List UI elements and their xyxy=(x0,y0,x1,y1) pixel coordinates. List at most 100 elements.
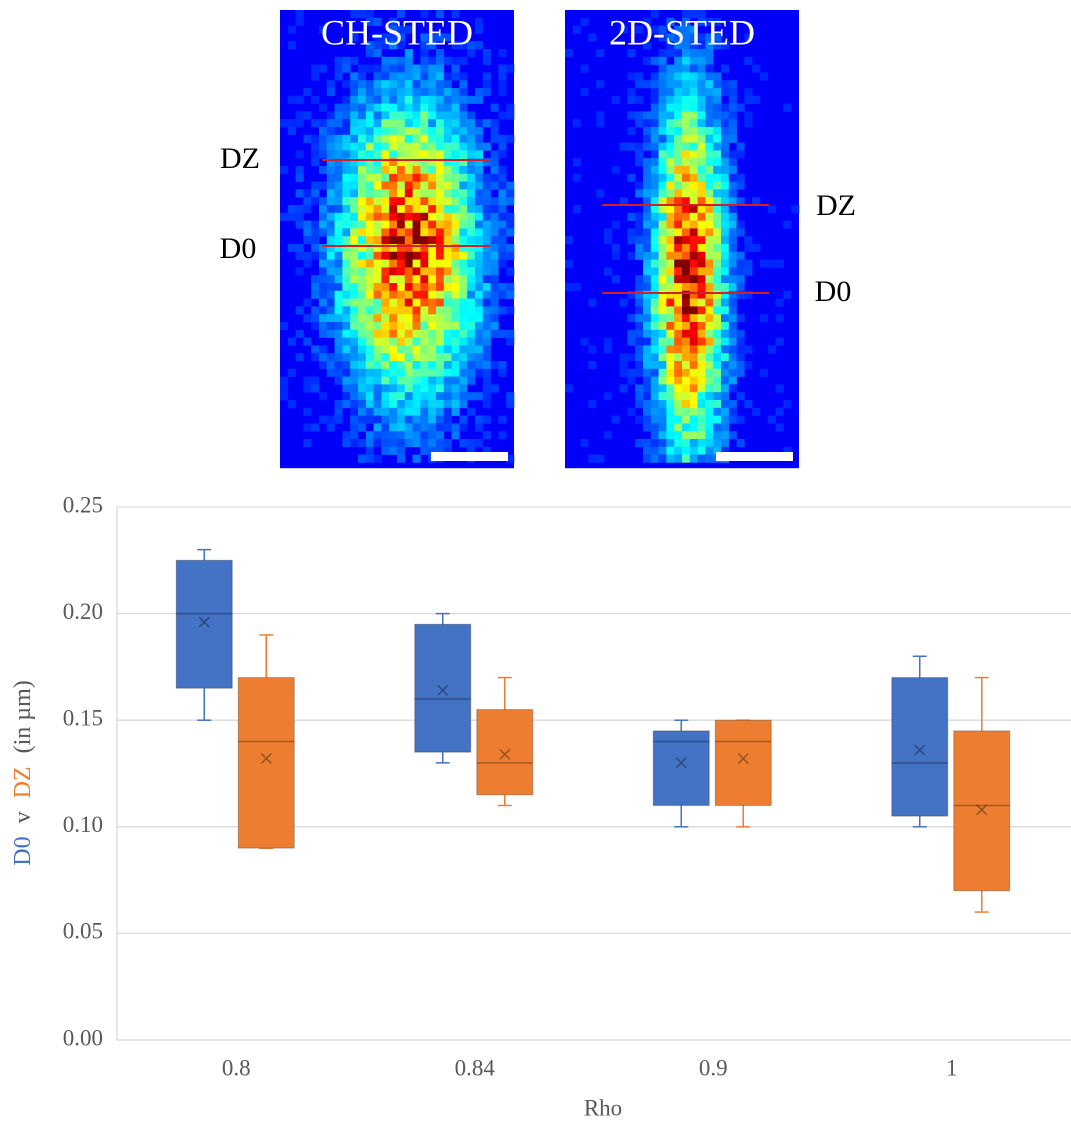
pixel xyxy=(721,119,730,128)
pixel xyxy=(389,181,398,190)
pixel xyxy=(475,166,484,175)
pixel xyxy=(705,95,714,104)
pixel xyxy=(420,423,429,432)
pixel xyxy=(658,127,667,136)
pixel xyxy=(467,376,476,385)
pixel xyxy=(428,423,437,432)
pixel xyxy=(459,181,468,190)
pixel xyxy=(436,267,445,276)
pixel xyxy=(689,267,698,276)
pixel xyxy=(705,236,714,245)
pixel xyxy=(650,173,659,182)
pixel xyxy=(643,329,652,338)
pixel xyxy=(334,251,343,260)
pixel xyxy=(358,314,367,323)
pixel xyxy=(682,298,691,307)
pixel xyxy=(728,134,737,143)
pixel xyxy=(443,376,452,385)
pixel xyxy=(436,142,445,151)
pixel xyxy=(713,283,722,292)
pixel xyxy=(420,41,429,50)
pixel xyxy=(596,119,605,128)
pixel xyxy=(490,103,499,112)
pixel xyxy=(326,283,335,292)
pixel xyxy=(467,368,476,377)
pixel xyxy=(650,205,659,214)
pixel xyxy=(506,212,515,221)
pixel xyxy=(358,220,367,229)
pixel xyxy=(311,384,320,393)
pixel xyxy=(342,259,351,268)
pixel xyxy=(713,415,722,424)
pixel xyxy=(674,127,683,136)
pixel xyxy=(482,415,491,424)
pixel xyxy=(760,72,769,81)
pixel xyxy=(705,376,714,385)
pixel xyxy=(420,49,429,58)
pixel xyxy=(334,64,343,73)
pixel xyxy=(674,283,683,292)
pixel xyxy=(373,345,382,354)
pixel xyxy=(334,368,343,377)
pixel xyxy=(650,345,659,354)
pixel xyxy=(373,423,382,432)
pixel xyxy=(705,337,714,346)
pixel xyxy=(650,119,659,128)
pixel xyxy=(736,314,745,323)
pixel xyxy=(436,111,445,120)
pixel xyxy=(705,228,714,237)
pixel xyxy=(451,158,460,167)
pixel xyxy=(404,353,413,362)
pixel xyxy=(436,173,445,182)
pixel xyxy=(350,142,359,151)
pixel xyxy=(689,56,698,65)
pixel xyxy=(436,197,445,206)
pixel xyxy=(682,361,691,370)
pixel xyxy=(475,290,484,299)
pixel xyxy=(728,158,737,167)
pixel xyxy=(436,322,445,331)
pixel xyxy=(420,134,429,143)
y-axis-label: D0 v DZ (in µm) xyxy=(10,680,36,866)
pixel xyxy=(482,173,491,182)
pixel xyxy=(334,103,343,112)
pixel xyxy=(287,25,296,34)
pixel xyxy=(436,306,445,315)
pixel xyxy=(389,431,398,440)
pixel xyxy=(326,119,335,128)
pixel xyxy=(443,189,452,198)
pixel xyxy=(404,64,413,73)
pixel xyxy=(721,228,730,237)
pixel xyxy=(404,251,413,260)
pixel xyxy=(635,25,644,34)
pixel xyxy=(389,275,398,284)
pixel xyxy=(650,212,659,221)
pixel xyxy=(728,119,737,128)
pixel xyxy=(397,283,406,292)
pixel xyxy=(436,95,445,104)
pixel xyxy=(358,166,367,175)
pixel xyxy=(482,322,491,331)
pixel xyxy=(697,134,706,143)
pixel xyxy=(303,314,312,323)
pixel xyxy=(459,415,468,424)
pixel xyxy=(467,392,476,401)
pixel xyxy=(482,446,491,455)
pixel xyxy=(635,400,644,409)
pixel xyxy=(326,88,335,97)
pixel xyxy=(459,212,468,221)
box xyxy=(237,677,295,849)
pixel xyxy=(666,88,675,97)
pixel xyxy=(674,142,683,151)
pixel xyxy=(311,220,320,229)
pixel xyxy=(358,415,367,424)
pixel xyxy=(381,251,390,260)
scale-bar xyxy=(431,452,508,461)
pixel xyxy=(697,64,706,73)
pixel xyxy=(381,407,390,416)
pixel xyxy=(689,41,698,50)
pixel xyxy=(459,111,468,120)
pixel xyxy=(697,88,706,97)
pixel xyxy=(775,337,784,346)
pixel xyxy=(482,384,491,393)
